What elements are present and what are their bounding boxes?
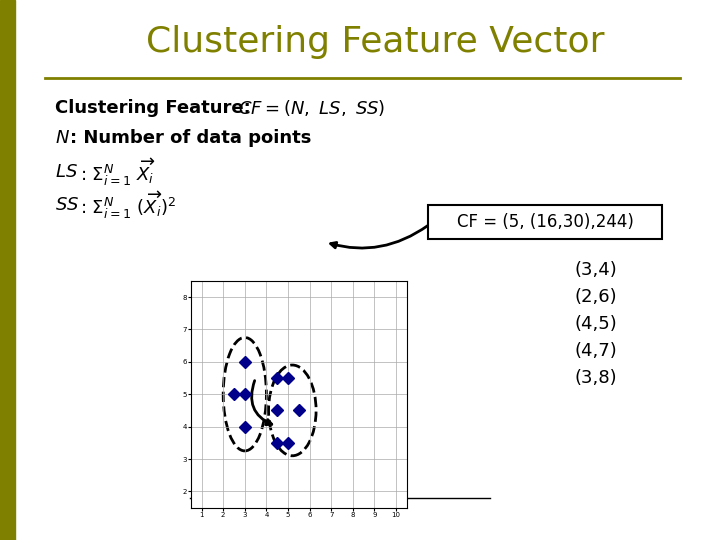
Text: : Number of data points: : Number of data points — [70, 129, 311, 147]
Text: (4,5): (4,5) — [575, 315, 618, 333]
Text: (3,8): (3,8) — [575, 369, 618, 387]
Text: Clustering Feature:: Clustering Feature: — [55, 99, 251, 117]
Text: Clustering Feature Vector: Clustering Feature Vector — [145, 25, 604, 59]
Text: : $\Sigma^{N}_{i=1}\ \overrightarrow{X_i}$: : $\Sigma^{N}_{i=1}\ \overrightarrow{X_i… — [80, 156, 156, 188]
Text: CF = (5, (16,30),244): CF = (5, (16,30),244) — [456, 213, 634, 231]
Text: (4,7): (4,7) — [575, 342, 618, 360]
Text: $CF = (N,\ LS,\ SS)$: $CF = (N,\ LS,\ SS)$ — [238, 98, 385, 118]
Text: (3,4): (3,4) — [575, 261, 618, 279]
Text: $LS$: $LS$ — [55, 163, 78, 181]
Text: $N$: $N$ — [55, 129, 70, 147]
Text: (2,6): (2,6) — [575, 288, 618, 306]
FancyBboxPatch shape — [428, 205, 662, 239]
Bar — [0, 0, 15, 540]
Text: $SS$: $SS$ — [55, 196, 79, 214]
Text: : $\Sigma^{N}_{i=1}\ (\overrightarrow{X_i})^2$: : $\Sigma^{N}_{i=1}\ (\overrightarrow{X_… — [80, 189, 176, 221]
